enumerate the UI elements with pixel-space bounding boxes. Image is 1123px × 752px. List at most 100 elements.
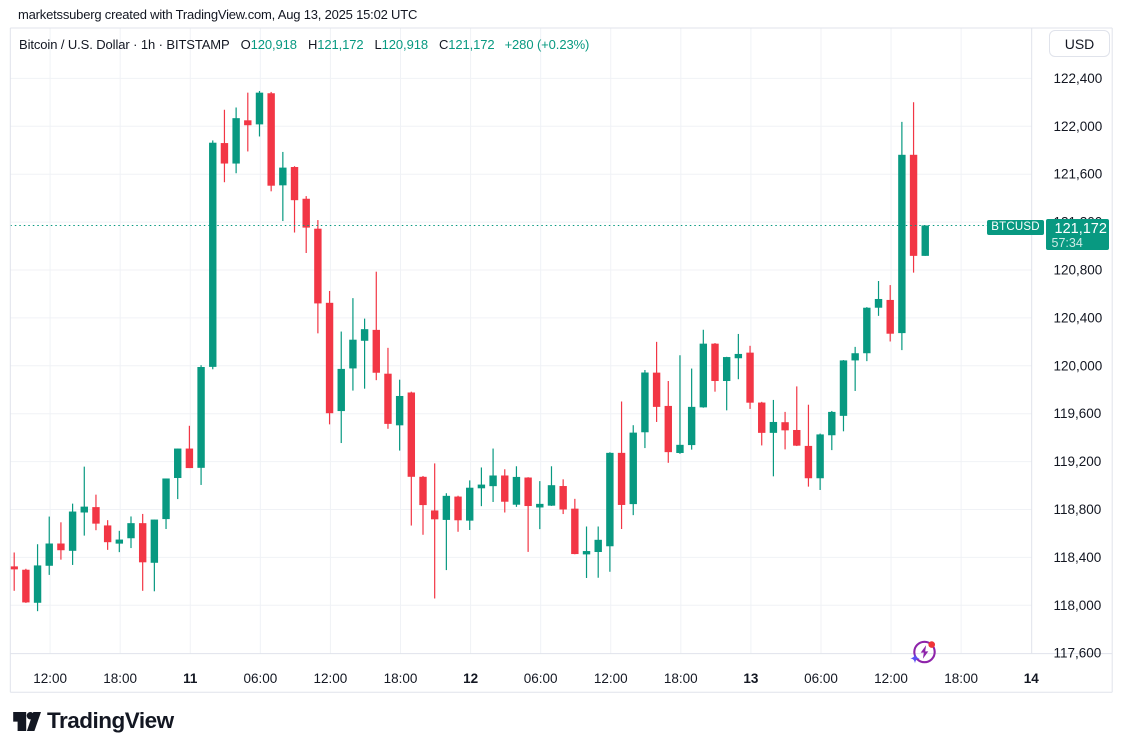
candle (33, 544, 42, 612)
candle-body (641, 372, 649, 433)
candle (489, 448, 497, 502)
time-axis-label[interactable]: 06:00 (243, 671, 277, 686)
candle-body (839, 360, 848, 416)
candle-body (758, 402, 766, 433)
candle-wick (796, 386, 798, 447)
time-axis-label[interactable]: 06:00 (804, 671, 838, 686)
time-axis-label[interactable]: 14 (1024, 671, 1040, 686)
candle-body (466, 487, 474, 521)
price-axis-label[interactable]: 121,600 (1054, 167, 1103, 182)
candle (115, 530, 124, 553)
price-axis-label[interactable]: 120,800 (1054, 263, 1103, 278)
candle (232, 107, 240, 174)
candle (220, 109, 229, 183)
price-axis-label[interactable]: 120,400 (1054, 310, 1103, 325)
time-axis-label[interactable]: 11 (183, 671, 198, 686)
candle (909, 102, 918, 273)
candle-body (68, 511, 77, 551)
candle-wick (679, 355, 681, 454)
candle (197, 365, 205, 485)
candle-body (629, 432, 637, 505)
candle-body (652, 372, 661, 407)
time-axis-label[interactable]: 18:00 (384, 671, 418, 686)
candle-body (255, 92, 264, 125)
candle (921, 225, 929, 256)
price-axis-label[interactable]: 122,000 (1054, 119, 1103, 134)
candle-wick (492, 448, 494, 502)
price-axis-label[interactable]: 118,800 (1054, 502, 1102, 517)
time-axis-label[interactable]: 12:00 (594, 671, 628, 686)
price-axis-label[interactable]: 118,400 (1054, 550, 1102, 565)
candle-body (92, 507, 100, 524)
candle (606, 452, 614, 572)
symbol-legend[interactable]: Bitcoin / U.S. Dollar · 1h · BITSTAMP O12… (19, 37, 589, 53)
time-axis-label[interactable]: 18:00 (664, 671, 698, 686)
candle-body (734, 353, 743, 359)
candle (57, 522, 65, 560)
candle-wick (597, 526, 599, 578)
candle (45, 516, 53, 575)
price-axis-label[interactable]: 119,600 (1054, 406, 1102, 421)
time-axis-label[interactable]: 18:00 (103, 671, 137, 686)
tradingview-logo-text[interactable]: TradingView (47, 708, 174, 733)
price-axis-label[interactable]: 118,000 (1054, 598, 1102, 613)
candle-body (501, 475, 509, 502)
candle-wick (422, 475, 424, 535)
candle-wick (854, 346, 856, 391)
candle-body (430, 510, 439, 520)
price-axis-label[interactable]: 117,600 (1054, 646, 1102, 661)
candle-body (886, 299, 894, 334)
candle-body (115, 539, 124, 544)
sparkle-icon (910, 653, 920, 664)
symbol-title[interactable]: Bitcoin / U.S. Dollar · 1h · BITSTAMP (19, 36, 230, 52)
candle (734, 333, 743, 380)
candle-body (804, 445, 813, 479)
tradingview-logo-icon[interactable] (13, 712, 42, 732)
candle-body (127, 523, 135, 539)
price-axis-label[interactable]: 119,200 (1054, 454, 1102, 469)
candle-body (80, 506, 88, 513)
candle-body (407, 392, 416, 477)
candle (325, 290, 334, 425)
lightning-refresh-icon[interactable] (910, 640, 936, 664)
candle-body (360, 329, 369, 341)
price-axis-label[interactable]: 120,000 (1054, 358, 1103, 373)
candle (138, 513, 147, 591)
candle-body (489, 475, 497, 487)
candle (407, 391, 416, 526)
candle-body (828, 411, 836, 436)
candle-body (793, 429, 801, 446)
candle-body (267, 93, 275, 186)
candle-body (372, 329, 380, 373)
currency-toggle-button[interactable]: USD (1049, 30, 1110, 57)
time-axis-label[interactable]: 18:00 (944, 671, 978, 686)
legend-high: H121,172 (307, 36, 364, 52)
time-axis-label[interactable]: 12 (463, 671, 478, 686)
legend-close: C121,172 (438, 36, 495, 52)
candle-wick (726, 356, 728, 411)
candle-wick (364, 318, 366, 389)
candle-body (174, 448, 182, 479)
candle (547, 466, 556, 506)
candle-body (442, 495, 451, 520)
candle-body (150, 519, 159, 563)
time-axis-label[interactable]: 12:00 (874, 671, 908, 686)
time-axis-label[interactable]: 12:00 (314, 671, 348, 686)
candle (617, 401, 626, 530)
candle-body (676, 444, 684, 453)
candle-body (197, 367, 205, 468)
time-axis-label[interactable]: 13 (743, 671, 759, 686)
price-axis-label[interactable]: 122,400 (1054, 71, 1103, 86)
candle (582, 526, 591, 578)
time-axis-label[interactable]: 06:00 (524, 671, 558, 686)
candle-wick (434, 463, 436, 599)
candle-body (582, 551, 591, 555)
candle (804, 404, 813, 487)
candle-body (419, 476, 427, 506)
candle (676, 355, 684, 454)
time-axis-label[interactable]: 12:00 (33, 671, 67, 686)
candle (185, 425, 194, 469)
candle (360, 318, 369, 389)
